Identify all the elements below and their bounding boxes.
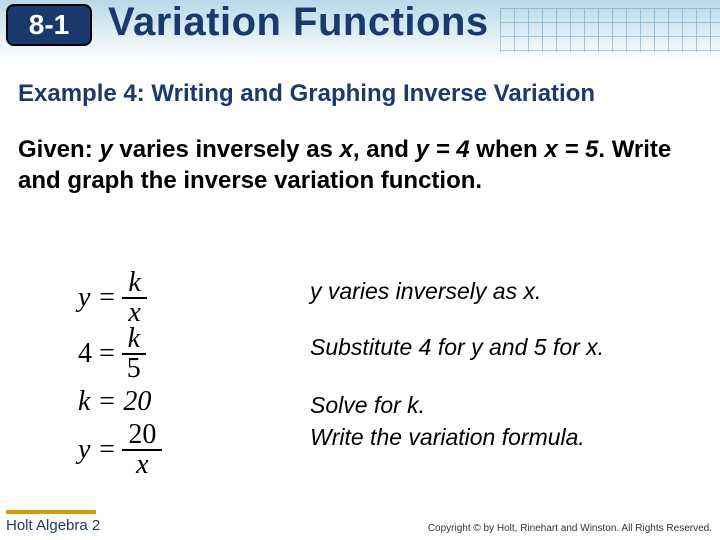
explanation-3: Solve for k. (310, 392, 604, 424)
explanation-2: Substitute 4 for y and 5 for x. (310, 334, 604, 392)
given-text: varies inversely as (113, 136, 340, 163)
eq-x5: x = 5 (544, 136, 598, 163)
math-line-2: 4 = k 5 (78, 326, 162, 382)
explanation-1: y varies inversely as x. (310, 278, 604, 334)
fraction: k x (122, 269, 146, 327)
math-eq: k = 20 (78, 388, 151, 416)
fraction-num: k (122, 325, 146, 355)
fraction-den: x (130, 451, 154, 479)
math-line-3: k = 20 (78, 382, 162, 422)
math-lhs: y = (78, 284, 116, 312)
footer-accent-line (6, 510, 96, 514)
math-line-1: y = k x (78, 270, 162, 326)
var-x: x (340, 136, 353, 163)
math-line-4: y = 20 x (78, 422, 162, 478)
given-statement: Given: y varies inversely as x, and y = … (18, 134, 698, 196)
lesson-number: 8-1 (29, 9, 69, 41)
math-lhs: 4 = (78, 340, 115, 368)
example-heading: Example 4: Writing and Graphing Inverse … (18, 80, 595, 108)
fraction: 20 x (122, 421, 162, 479)
var-y: y (99, 136, 112, 163)
footer-copyright: Copyright © by Holt, Rinehart and Winsto… (428, 523, 712, 534)
fraction-num: k (122, 269, 146, 299)
header-grid-decoration (500, 8, 720, 52)
eq-y4: y = 4 (416, 136, 470, 163)
slide-header: 8-1 Variation Functions (0, 0, 720, 62)
lesson-number-badge: 8-1 (6, 4, 92, 46)
given-text: Given: (18, 136, 99, 163)
explanations: y varies inversely as x. Substitute 4 fo… (310, 278, 604, 452)
fraction-num: 20 (122, 421, 162, 451)
math-steps: y = k x 4 = k 5 k = 20 y = 20 x (78, 270, 162, 478)
footer-textbook: Holt Algebra 2 (6, 517, 100, 534)
explanation-4: Write the variation formula. (310, 424, 604, 452)
fraction-den: 5 (121, 355, 147, 383)
slide-title: Variation Functions (108, 0, 489, 45)
fraction: k 5 (121, 325, 147, 383)
given-text: , and (353, 136, 416, 163)
math-lhs: y = (78, 436, 116, 464)
given-text: when (470, 136, 545, 163)
